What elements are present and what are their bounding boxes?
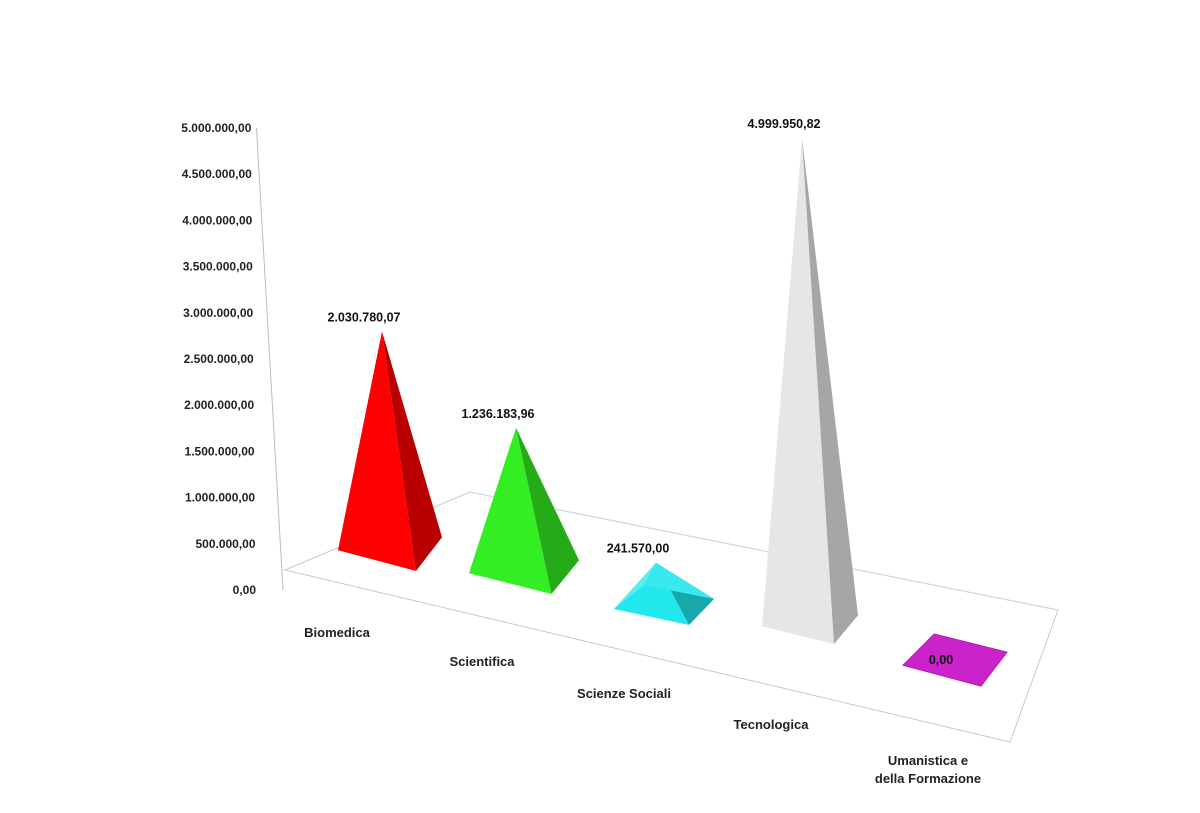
y-tick-label: 0,00 xyxy=(233,583,257,597)
y-tick-label: 2.000.000,00 xyxy=(184,398,254,412)
y-tick-label: 2.500.000,00 xyxy=(184,352,254,366)
bar-scientifica-face-front xyxy=(469,427,552,594)
y-tick-label: 4.000.000,00 xyxy=(182,213,252,227)
y-tick-label: 500.000,00 xyxy=(195,537,255,551)
y-tick-label: 3.500.000,00 xyxy=(183,260,253,274)
x-category-label: Tecnologica xyxy=(734,717,810,732)
bar-scienze-sociali-face-front xyxy=(614,562,689,625)
x-category-label: della Formazione xyxy=(875,771,981,786)
bar-scienze-sociali-face-back xyxy=(644,562,714,599)
y-tick-label: 4.500.000,00 xyxy=(182,167,252,181)
bar-scientifica-face-side xyxy=(516,427,579,594)
x-category-label: Biomedica xyxy=(304,625,371,640)
bar-umanistica-e-della-formazione xyxy=(902,633,1008,687)
y-axis-line xyxy=(255,127,284,591)
x-category-label: Scientifica xyxy=(449,654,515,669)
bar-tecnologica-face-front xyxy=(762,138,834,644)
bar-tecnologica-face-side xyxy=(802,138,858,644)
data-label: 2.030.780,07 xyxy=(328,310,401,324)
y-tick-label: 1.500.000,00 xyxy=(185,444,255,458)
bar-biomedica-face-front xyxy=(338,331,416,571)
data-label: 4.999.950,82 xyxy=(748,117,821,131)
y-tick-label: 5.000.000,00 xyxy=(181,121,251,135)
floor-back-edge xyxy=(469,491,1059,611)
data-label: 0,00 xyxy=(929,653,953,667)
y-tick-label: 1.000.000,00 xyxy=(185,491,255,505)
data-label: 241.570,00 xyxy=(607,542,670,556)
bar-scienze-sociali-face-top xyxy=(614,562,656,609)
y-tick-label: 3.000.000,00 xyxy=(183,306,253,320)
x-category-label: Umanistica e xyxy=(888,753,968,768)
x-category-label: Scienze Sociali xyxy=(577,686,671,701)
bar-biomedica-face-side xyxy=(382,331,442,571)
data-label: 1.236.183,96 xyxy=(462,407,535,421)
